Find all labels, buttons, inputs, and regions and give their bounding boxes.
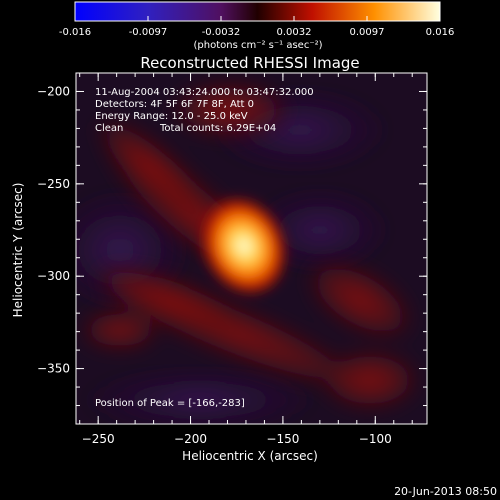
colorbar-tick-label: 0.016 [426, 27, 455, 38]
info-panel: 11-Aug-2004 03:43:24.000 to 03:47:32.000… [95, 87, 314, 409]
y-tick-label: −200 [37, 84, 70, 98]
method-text: Clean [95, 123, 123, 134]
total-counts-text: Total counts: 6.29E+04 [159, 123, 276, 134]
solar-image [76, 73, 427, 424]
colorbar-tick-label: -0.0032 [202, 27, 241, 38]
x-tick-label: −200 [174, 432, 207, 446]
peak-position-text: Position of Peak = [-166,-283] [95, 398, 245, 409]
colorbar-tick-label: -0.016 [59, 27, 91, 38]
y-tick-label: −350 [37, 362, 70, 376]
flare-core [200, 195, 288, 297]
detectors-text: Detectors: 4F 5F 6F 7F 8F, Att 0 [95, 99, 254, 110]
y-tick-label: −250 [37, 177, 70, 191]
colorbar-tick-label: 0.0097 [350, 27, 385, 38]
colorbar: -0.016 -0.0097 -0.0032 0.0032 0.0097 0.016 (p… [59, 1, 454, 51]
x-tick-label: −100 [359, 432, 392, 446]
colorbar-units: (photons cm⁻² s⁻¹ asec⁻²) [193, 40, 322, 51]
y-axis-label: Heliocentric Y (arcsec) [11, 183, 25, 318]
plot-title: Reconstructed RHESSI Image [140, 54, 359, 72]
time-range-text: 11-Aug-2004 03:43:24.000 to 03:47:32.000 [95, 87, 314, 98]
colorbar-tick-label: -0.0097 [129, 27, 168, 38]
x-tick-label: −250 [82, 432, 115, 446]
colorbar-tick-label: 0.0032 [277, 27, 312, 38]
plot-frame [75, 72, 428, 425]
energy-range-text: Energy Range: 12.0 - 25.0 keV [95, 111, 248, 122]
axes: −250 −200 −150 −100 −200 −250 −300 −350 [37, 72, 427, 446]
x-axis-label: Heliocentric X (arcsec) [182, 449, 318, 463]
y-tick-label: −300 [37, 269, 70, 283]
colorbar-ticks: -0.016 -0.0097 -0.0032 0.0032 0.0097 0.016 [59, 16, 454, 38]
colorbar-gradient [74, 1, 441, 22]
x-tick-label: −150 [266, 432, 299, 446]
timestamp: 20-Jun-2013 08:50 [394, 485, 497, 498]
